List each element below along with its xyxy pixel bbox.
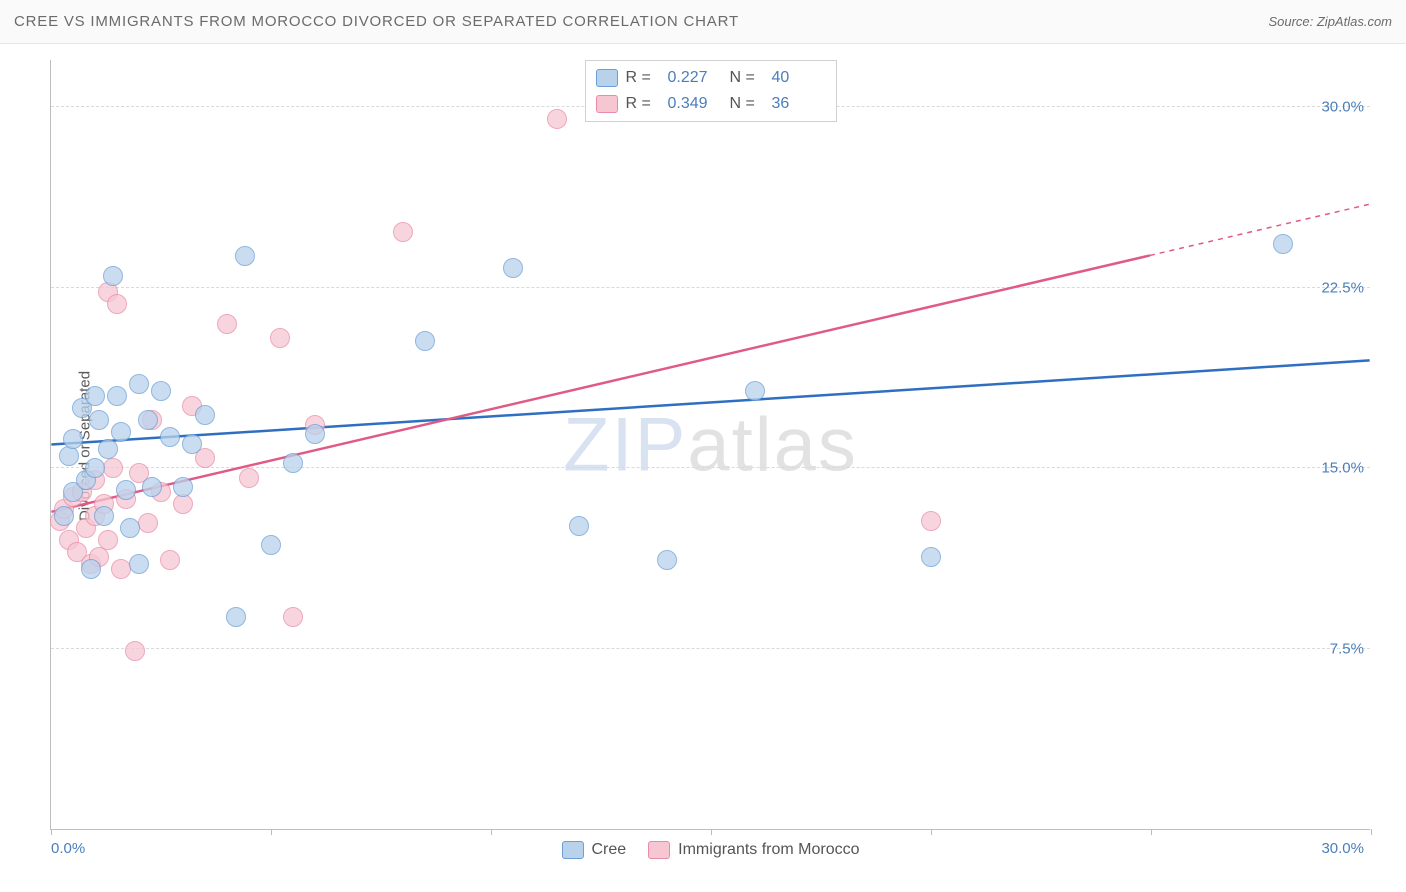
x-tick [51, 829, 52, 835]
data-point-cree [283, 453, 303, 473]
title-bar: CREE VS IMMIGRANTS FROM MOROCCO DIVORCED… [0, 0, 1406, 44]
data-point-cree [81, 559, 101, 579]
data-point-morocco [103, 458, 123, 478]
data-point-cree [195, 405, 215, 425]
data-point-cree [85, 458, 105, 478]
data-point-morocco [270, 328, 290, 348]
data-point-cree [182, 434, 202, 454]
legend-row-cree: R = 0.227 N = 40 [596, 65, 826, 91]
legend-n-label: N = [730, 69, 764, 87]
data-point-morocco [393, 222, 413, 242]
data-point-cree [103, 266, 123, 286]
legend-morocco-n: 36 [772, 95, 826, 113]
data-point-cree [98, 439, 118, 459]
data-point-cree [745, 381, 765, 401]
data-point-cree [94, 506, 114, 526]
data-point-morocco [217, 314, 237, 334]
data-point-cree [415, 331, 435, 351]
trendline-extrapolated [1150, 204, 1370, 255]
data-point-cree [235, 246, 255, 266]
legend-correlation: R = 0.227 N = 40 R = 0.349 N = 36 [585, 60, 837, 122]
data-point-morocco [921, 511, 941, 531]
data-point-morocco [98, 530, 118, 550]
data-point-cree [151, 381, 171, 401]
data-point-cree [129, 374, 149, 394]
swatch-cree [561, 841, 583, 859]
swatch-morocco [596, 95, 618, 113]
x-axis-max: 30.0% [1321, 840, 1364, 857]
data-point-cree [142, 477, 162, 497]
data-point-cree [921, 547, 941, 567]
x-tick [271, 829, 272, 835]
x-tick [711, 829, 712, 835]
data-point-morocco [125, 641, 145, 661]
data-point-cree [569, 516, 589, 536]
data-point-cree [116, 480, 136, 500]
legend-r-label: R = [626, 69, 660, 87]
data-point-cree [63, 429, 83, 449]
data-point-cree [107, 386, 127, 406]
data-point-morocco [283, 607, 303, 627]
swatch-morocco [648, 841, 670, 859]
data-point-cree [1273, 234, 1293, 254]
legend-item-morocco: Immigrants from Morocco [648, 841, 859, 859]
legend-n-label: N = [730, 95, 764, 113]
x-tick [491, 829, 492, 835]
trendline [51, 255, 1150, 511]
data-point-morocco [107, 294, 127, 314]
legend-cree-r: 0.227 [668, 69, 722, 87]
data-point-morocco [138, 513, 158, 533]
legend-morocco-r: 0.349 [668, 95, 722, 113]
data-point-cree [160, 427, 180, 447]
data-point-cree [54, 506, 74, 526]
data-point-cree [657, 550, 677, 570]
chart-title: CREE VS IMMIGRANTS FROM MOROCCO DIVORCED… [14, 13, 739, 30]
x-tick [1371, 829, 1372, 835]
data-point-cree [129, 554, 149, 574]
trendline [51, 360, 1369, 444]
trend-lines [51, 60, 1370, 829]
data-point-cree [85, 386, 105, 406]
data-point-cree [138, 410, 158, 430]
data-point-morocco [160, 550, 180, 570]
data-point-cree [89, 410, 109, 430]
data-point-cree [503, 258, 523, 278]
plot-area: ZIPatlas 7.5%15.0%22.5%30.0% R = 0.227 N… [50, 60, 1370, 830]
legend-cree-n: 40 [772, 69, 826, 87]
data-point-cree [111, 422, 131, 442]
legend-item-cree: Cree [561, 841, 626, 859]
data-point-cree [226, 607, 246, 627]
legend-label-cree: Cree [591, 841, 626, 859]
legend-series: Cree Immigrants from Morocco [561, 841, 859, 859]
x-tick [931, 829, 932, 835]
legend-label-morocco: Immigrants from Morocco [678, 841, 859, 859]
x-tick [1151, 829, 1152, 835]
swatch-cree [596, 69, 618, 87]
data-point-cree [59, 446, 79, 466]
data-point-cree [261, 535, 281, 555]
data-point-cree [173, 477, 193, 497]
data-point-cree [305, 424, 325, 444]
data-point-morocco [239, 468, 259, 488]
x-axis-min: 0.0% [51, 840, 85, 857]
source-label: Source: ZipAtlas.com [1268, 14, 1392, 29]
data-point-morocco [547, 109, 567, 129]
legend-r-label: R = [626, 95, 660, 113]
data-point-cree [120, 518, 140, 538]
legend-row-morocco: R = 0.349 N = 36 [596, 91, 826, 117]
